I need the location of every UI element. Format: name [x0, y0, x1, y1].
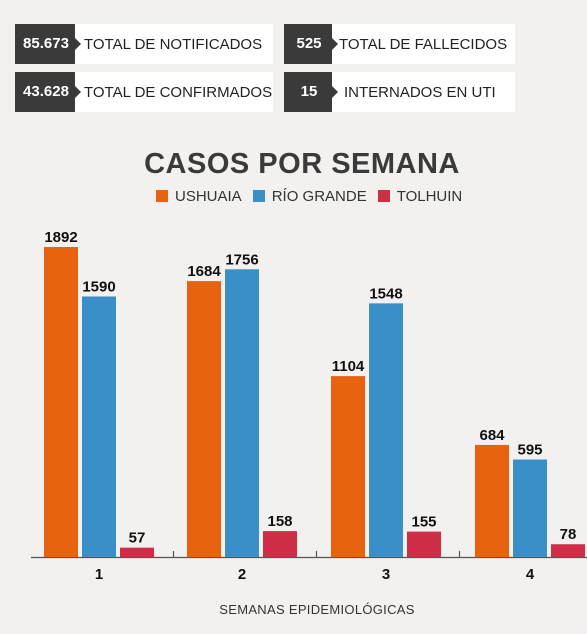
data-label: 1104	[332, 358, 365, 375]
legend-swatch	[252, 190, 265, 202]
stat-total-confirmados: 43.628 TOTAL DE CONFIRMADOS	[15, 72, 273, 112]
legend-swatch	[377, 190, 390, 202]
x-tick-label: 4	[526, 566, 535, 583]
bar	[44, 247, 78, 557]
stat-value: 15	[284, 72, 338, 112]
legend-item-tolhuin: TOLHUIN	[377, 187, 463, 205]
stat-total-notificados: 85.673 TOTAL DE NOTIFICADOS	[15, 24, 273, 64]
data-label: 78	[560, 526, 577, 543]
stat-internados-uti: 15 INTERNADOS EN UTI	[284, 72, 515, 112]
bar	[369, 303, 403, 557]
data-label: 158	[267, 513, 292, 530]
data-label: 1548	[369, 285, 402, 302]
bar	[225, 269, 259, 557]
legend-item-rio-grande: RÍO GRANDE	[252, 187, 367, 205]
stat-total-fallecidos: 525 TOTAL DE FALLECIDOS	[284, 24, 515, 64]
bar	[120, 547, 154, 557]
bar	[187, 281, 221, 557]
x-tick-label: 2	[238, 566, 246, 583]
chart-title: CASOS POR SEMANA	[144, 148, 460, 180]
stat-value: 525	[284, 24, 338, 64]
bar	[263, 531, 297, 557]
bar	[82, 296, 116, 557]
stat-label: INTERNADOS EN UTI	[344, 83, 496, 101]
x-axis-label: SEMANAS EPIDEMIOLÓGICAS	[219, 602, 415, 617]
stat-value: 85.673	[15, 24, 81, 64]
stat-label: TOTAL DE NOTIFICADOS	[84, 35, 263, 53]
chart-legend: USHUAIA RÍO GRANDE TOLHUIN	[156, 186, 473, 206]
data-label: 595	[517, 442, 542, 459]
legend-item-ushuaia: USHUAIA	[156, 188, 242, 205]
stat-value: 43.628	[15, 72, 81, 112]
legend-label: TOLHUIN	[396, 187, 463, 205]
bar	[331, 376, 365, 557]
data-label: 1892	[44, 229, 77, 246]
bar	[407, 531, 441, 557]
bar	[475, 444, 509, 557]
stat-label: TOTAL DE FALLECIDOS	[339, 35, 508, 53]
data-label: 155	[411, 514, 436, 531]
data-label: 57	[129, 530, 146, 547]
stat-label: TOTAL DE CONFIRMADOS	[84, 83, 273, 101]
x-tick-label: 3	[382, 566, 390, 583]
x-tick-label: 1	[95, 566, 103, 583]
bar	[513, 459, 547, 557]
data-label: 684	[479, 427, 505, 444]
data-label: 1590	[82, 278, 115, 295]
bar	[551, 544, 585, 557]
data-label: 1756	[225, 251, 258, 268]
legend-label: USHUAIA	[175, 187, 242, 205]
legend-label: RÍO GRANDE	[271, 187, 367, 205]
data-label: 1684	[187, 263, 221, 280]
legend-swatch	[156, 190, 168, 202]
